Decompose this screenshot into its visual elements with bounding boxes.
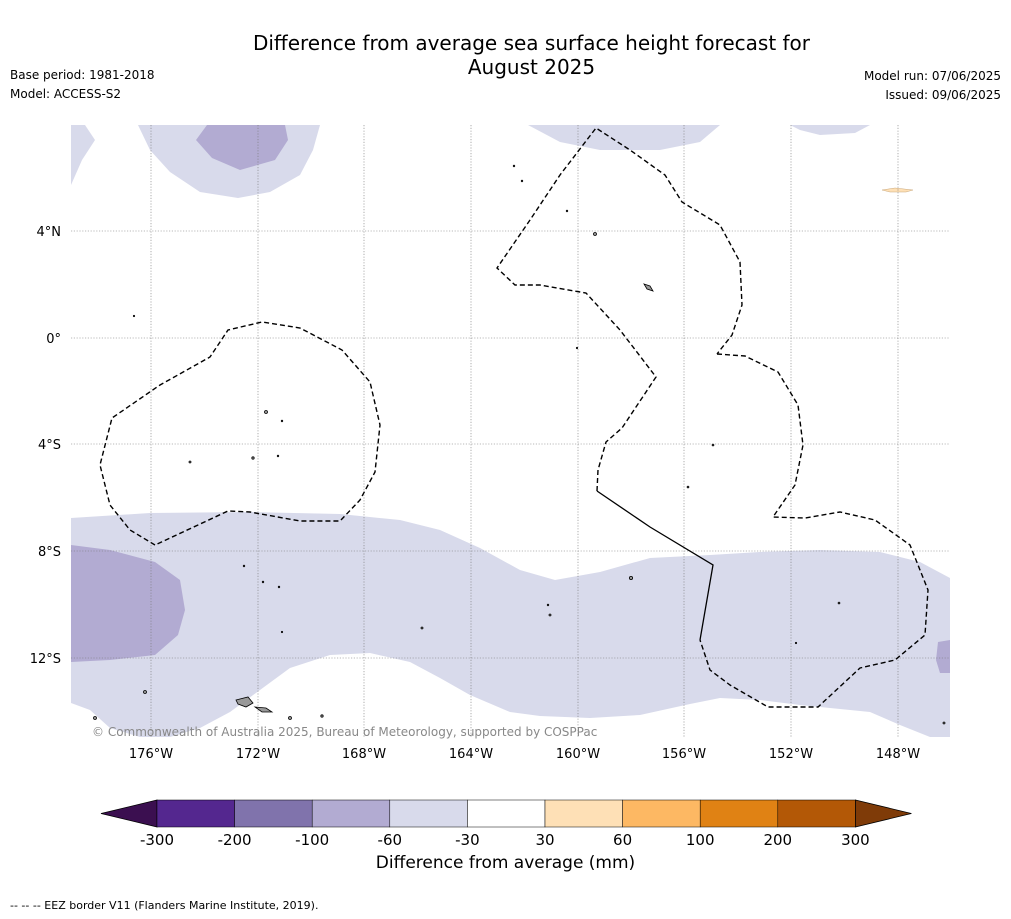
islands: [93, 164, 946, 725]
lat-label: 4°N: [37, 225, 62, 240]
copyright-text: © Commonwealth of Australia 2025, Bureau…: [92, 725, 597, 739]
lat-label: 12°S: [30, 652, 61, 667]
lon-label: 176°W: [129, 747, 173, 762]
colorbar-segment: [699, 799, 779, 828]
anomaly-region-mid-purple-west: [71, 545, 185, 662]
lon-label: 160°W: [556, 747, 600, 762]
lon-label: 156°W: [662, 747, 706, 762]
colorbar-tick-label: 30: [535, 831, 554, 849]
anomaly-region-light-purple-nw: [71, 125, 95, 185]
colorbar: -300 -200 -100 -60 -30 30 60 100 200 300: [100, 799, 912, 849]
colorbar-tick-label: 200: [763, 831, 792, 849]
lon-label: 152°W: [769, 747, 813, 762]
eez-border-tokelau: [99, 321, 381, 546]
lon-label: 172°W: [236, 747, 280, 762]
map-title: Difference from average sea surface heig…: [206, 31, 857, 79]
colorbar-segment: [234, 799, 313, 828]
colorbar-tick-label: -100: [295, 831, 329, 849]
colorbar-tick-label: -30: [455, 831, 480, 849]
metadata-right: Model run: 07/06/2025 Issued: 09/06/2025: [864, 67, 1001, 105]
eez-borders: [99, 127, 929, 708]
lat-label: 4°S: [38, 438, 61, 453]
colorbar-tick-label: -300: [140, 831, 174, 849]
colorbar-segment: [777, 799, 856, 828]
model-text: Model: ACCESS-S2: [10, 87, 122, 101]
eez-border-french-polynesia: [699, 353, 929, 708]
colorbar-segment: [622, 799, 701, 828]
colorbar-segment: [467, 799, 546, 828]
colorbar-tick-label: 300: [841, 831, 870, 849]
colorbar-tick-label: 100: [686, 831, 715, 849]
gridlines: [71, 125, 950, 737]
lat-label: 0°: [46, 332, 61, 347]
anomaly-region-mid-purple-north: [196, 125, 288, 170]
lat-label: 8°S: [38, 545, 61, 560]
anomaly-region-light-purple-north-mid: [528, 125, 720, 150]
longitude-labels: 176°W 172°W 168°W 164°W 160°W 156°W 152°…: [129, 747, 920, 762]
colorbar-tick-label: 60: [613, 831, 632, 849]
colorbar-extend-high: [855, 799, 912, 828]
map-title-line2: August 2025: [467, 55, 596, 79]
anomaly-region-light-orange: [881, 187, 914, 193]
anomaly-region-mid-purple-east: [936, 640, 950, 673]
eez-border-kiribati-line: [496, 127, 743, 492]
island-savaii: [235, 696, 254, 708]
island-upolu: [253, 706, 274, 713]
footnote-text: -- -- -- EEZ border V11 (Flanders Marine…: [10, 899, 319, 912]
colorbar-tick-label: -200: [218, 831, 252, 849]
lon-label: 164°W: [449, 747, 493, 762]
anomaly-region-light-purple-south-band: [71, 512, 950, 737]
boundary-solid-line: [596, 490, 714, 641]
colorbar-segment: [156, 799, 235, 828]
lon-label: 148°W: [876, 747, 920, 762]
base-period-text: Base period: 1981-2018: [10, 68, 155, 82]
colorbar-segment: [389, 799, 468, 828]
issued-text: Issued: 09/06/2025: [885, 88, 1001, 102]
colorbar-segment: [311, 799, 391, 828]
latitude-labels: 4°N 0° 4°S 8°S 12°S: [30, 225, 61, 667]
colorbar-title: Difference from average (mm): [375, 853, 636, 873]
anomaly-region-light-purple-ne: [790, 125, 870, 135]
colorbar-segment: [544, 799, 623, 828]
map-panel: [71, 125, 950, 737]
model-run-text: Model run: 07/06/2025: [863, 69, 1001, 83]
colorbar-tick-label: -60: [378, 831, 403, 849]
lon-label: 168°W: [342, 747, 386, 762]
metadata-left: Base period: 1981-2018 Model: ACCESS-S2: [10, 66, 155, 104]
map-title-line1: Difference from average sea surface heig…: [252, 31, 811, 55]
colorbar-extend-low: [100, 799, 158, 828]
